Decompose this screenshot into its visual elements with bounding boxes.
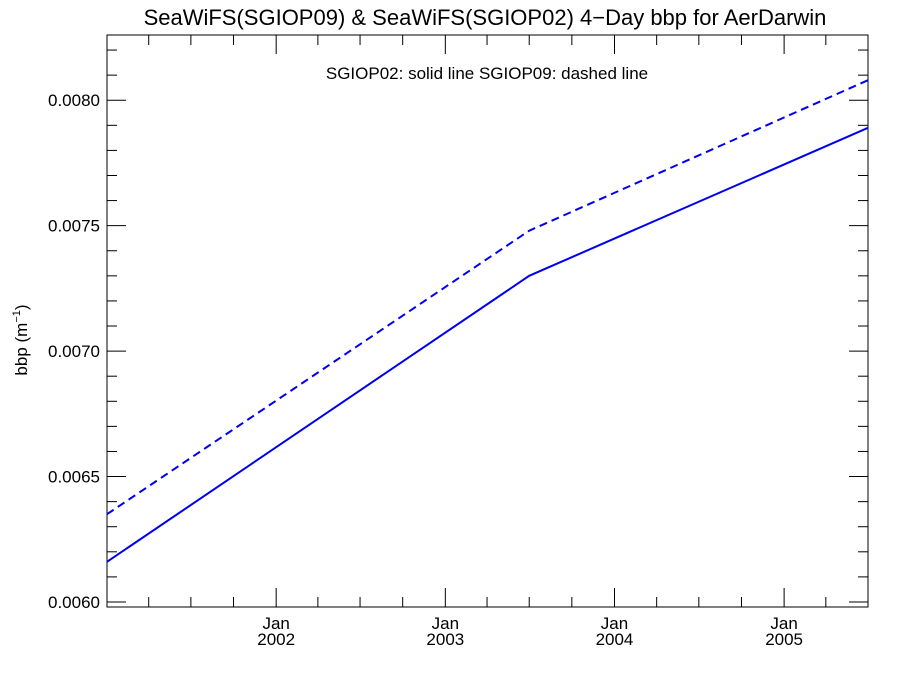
y-tick-label: 0.0075 <box>48 217 100 236</box>
y-tick-label: 0.0070 <box>48 342 100 361</box>
x-tick-label-month: Jan <box>432 614 459 633</box>
x-tick-label-month: Jan <box>601 614 628 633</box>
y-axis-label-end: ) <box>12 304 31 310</box>
x-tick-label-year: 2002 <box>257 630 295 649</box>
y-tick-label: 0.0060 <box>48 593 100 612</box>
series-lines <box>106 79 869 563</box>
plot-frame <box>106 34 869 608</box>
y-axis-label-sup: −1 <box>11 310 23 323</box>
tick-labels: 0.00600.00650.00700.00750.0080Jan2002Jan… <box>48 91 803 649</box>
y-axis-label-main: bbp (m <box>12 323 31 376</box>
axis-ticks <box>107 35 868 607</box>
chart-title: SeaWiFS(SGIOP09) & SeaWiFS(SGIOP02) 4−Da… <box>144 5 827 30</box>
series-line-dashed <box>106 79 869 516</box>
y-tick-label: 0.0065 <box>48 468 100 487</box>
x-tick-label-year: 2003 <box>426 630 464 649</box>
y-axis-label: bbp (m−1) <box>11 304 31 375</box>
x-tick-label-month: Jan <box>262 614 289 633</box>
x-tick-label-year: 2004 <box>596 630 634 649</box>
x-tick-label-month: Jan <box>770 614 797 633</box>
y-tick-label: 0.0080 <box>48 91 100 110</box>
series-line-solid <box>106 126 869 563</box>
series-annotation: SGIOP02: solid line SGIOP09: dashed line <box>326 64 648 83</box>
x-tick-label-year: 2005 <box>765 630 803 649</box>
